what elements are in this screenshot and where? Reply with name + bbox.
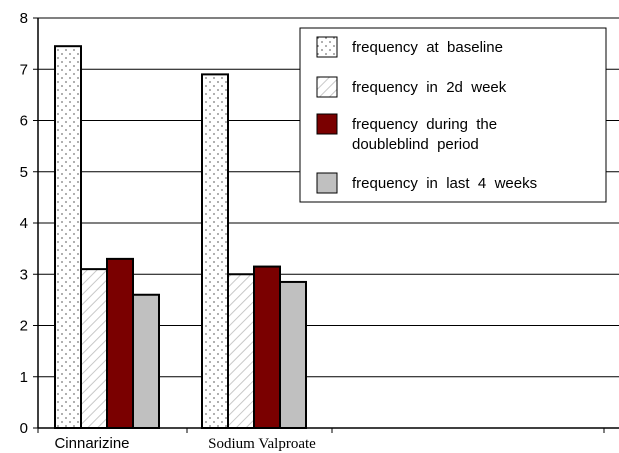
y-tick-label: 5 xyxy=(20,164,28,181)
legend-label: frequency in 2d week xyxy=(352,79,507,96)
y-tick-label: 0 xyxy=(20,420,28,437)
bar-1-4 xyxy=(132,293,160,429)
bar-2-3 xyxy=(253,265,281,429)
y-axis: 0 1 2 3 4 5 6 7 8 xyxy=(20,10,38,437)
legend-box xyxy=(299,27,607,203)
axes xyxy=(37,18,619,433)
bar-1-2 xyxy=(80,268,108,429)
legend-swatch xyxy=(316,36,338,58)
legend-swatch xyxy=(316,172,338,194)
bars xyxy=(54,45,307,429)
legend-swatch xyxy=(316,76,338,98)
bar-2-1 xyxy=(201,73,229,429)
legend-label: doubleblind period xyxy=(352,136,479,153)
x-axis: Cinnarizine Sodium Valproate xyxy=(54,435,316,452)
legend-label: frequency in last 4 weeks xyxy=(352,175,537,192)
bar-1-3 xyxy=(106,257,134,429)
y-tick-label: 4 xyxy=(20,215,28,232)
bar-2-4 xyxy=(279,280,307,429)
legend-label: frequency at baseline xyxy=(352,39,503,56)
bar-2-2 xyxy=(227,273,255,429)
y-tick-label: 7 xyxy=(20,61,28,78)
x-category-label: Cinnarizine xyxy=(54,435,129,452)
y-tick-label: 3 xyxy=(20,266,28,283)
legend: frequency at baseline frequency in 2d wee… xyxy=(299,27,607,203)
legend-label: frequency during the xyxy=(352,116,497,133)
y-tick-label: 1 xyxy=(20,369,28,386)
legend-swatch xyxy=(316,113,338,135)
y-tick-label: 2 xyxy=(20,318,28,335)
y-tick-label: 6 xyxy=(20,113,28,130)
bar-1-1 xyxy=(54,45,82,429)
x-category-label: Sodium Valproate xyxy=(208,436,316,452)
y-tick-label: 8 xyxy=(20,10,28,27)
